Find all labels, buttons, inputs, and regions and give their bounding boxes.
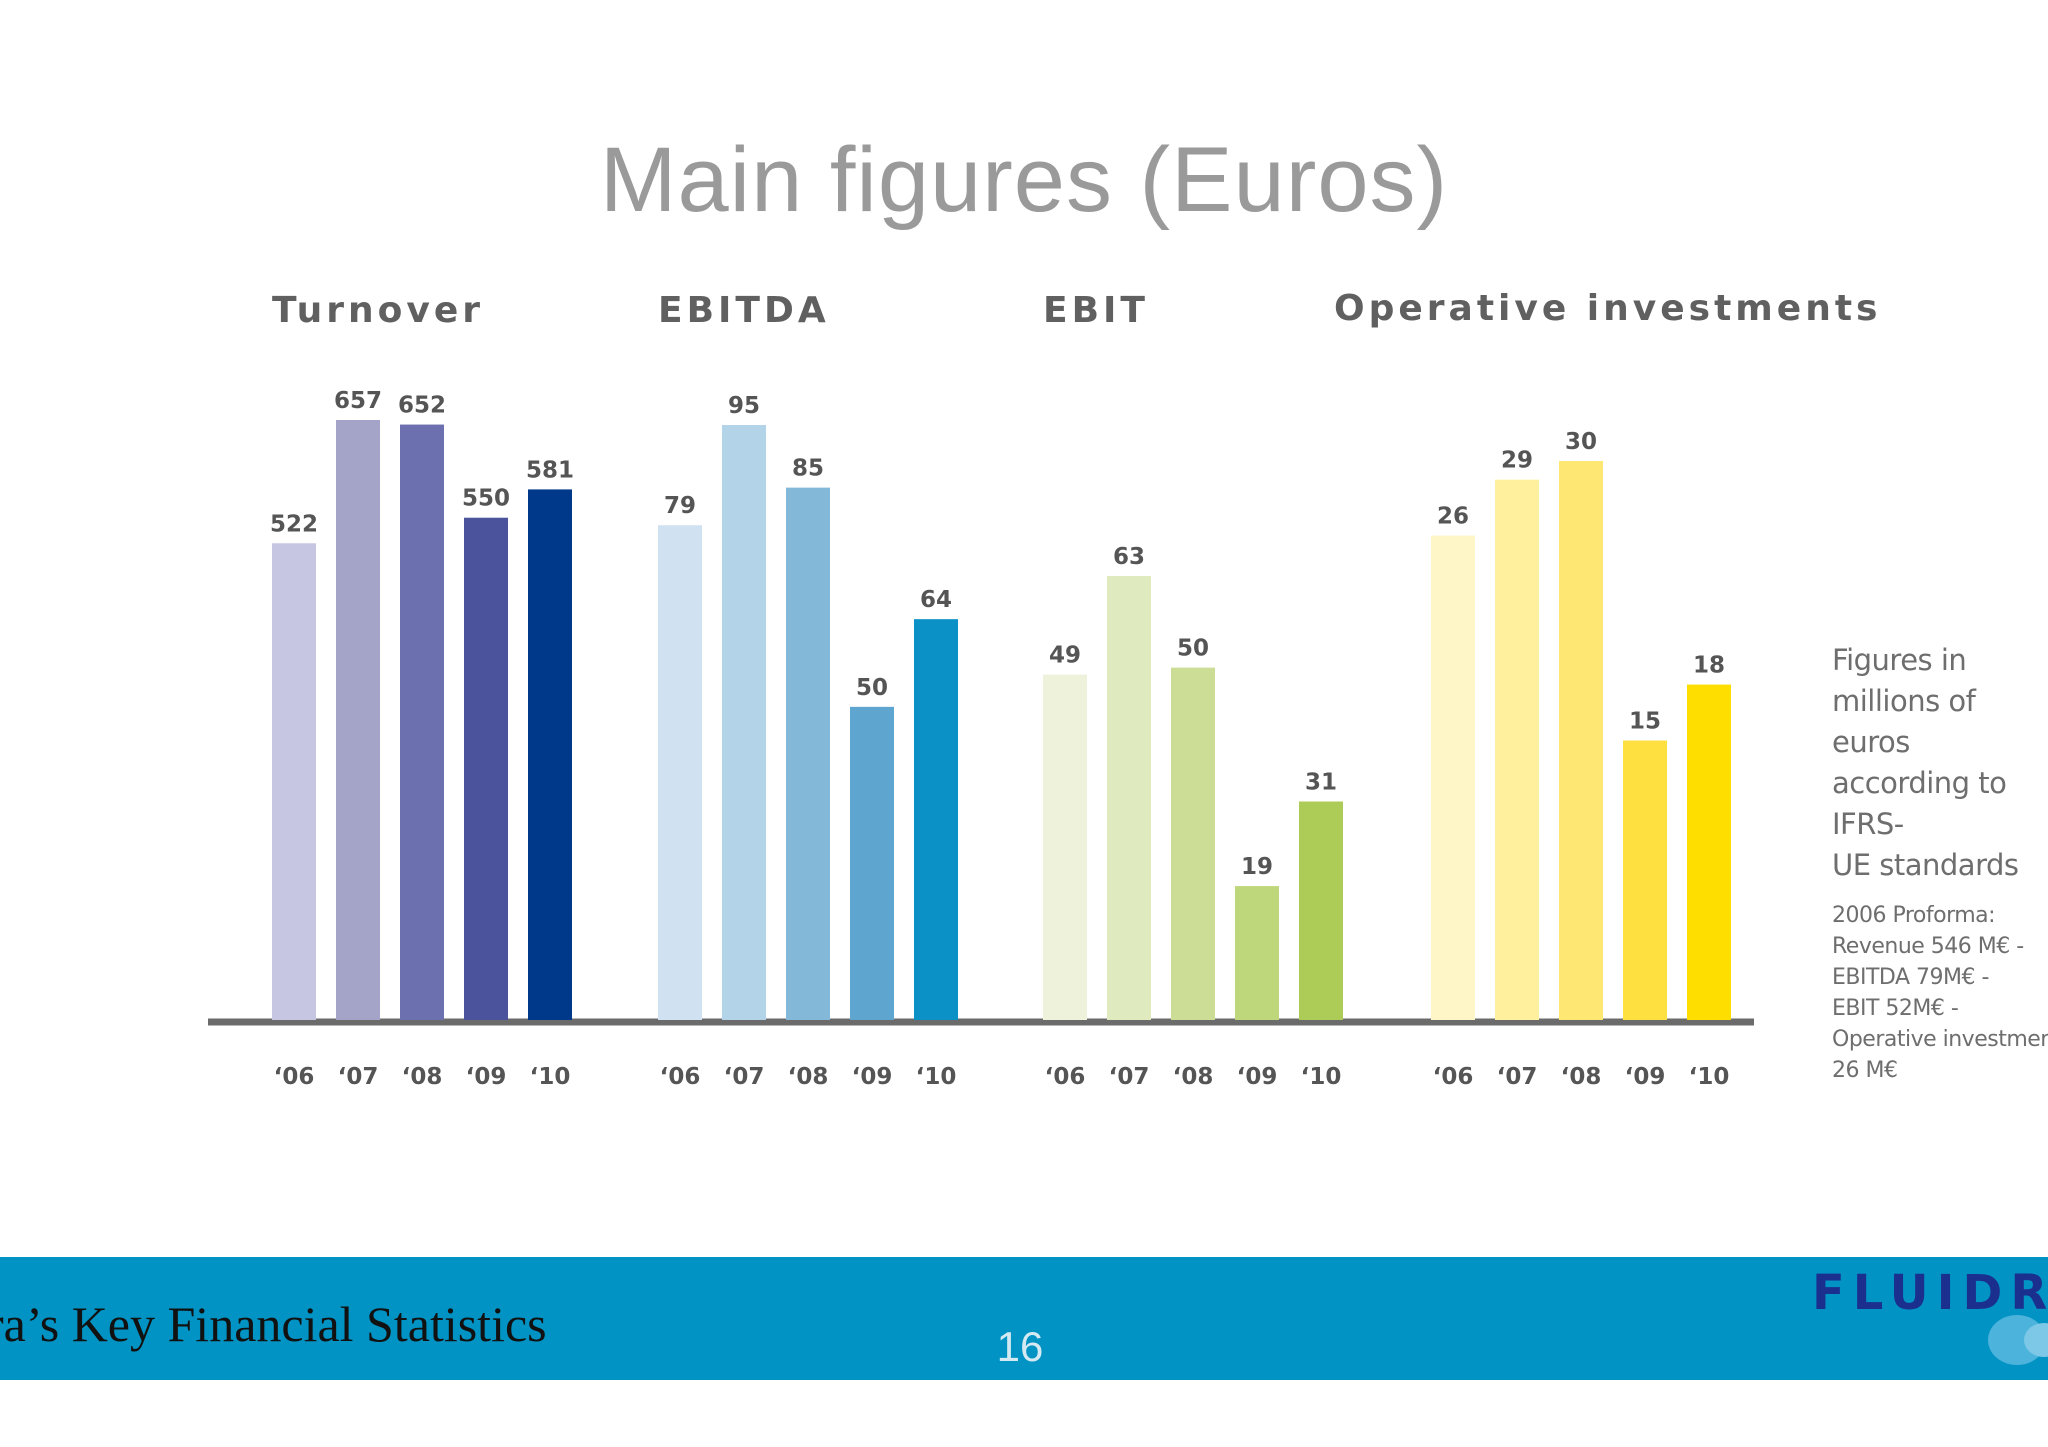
note-main: Figures in millions of euros according t…	[1832, 640, 2048, 886]
bar-value-label: 31	[1305, 770, 1337, 796]
x-tick-label: ‘07	[1109, 1064, 1150, 1090]
note-detail-line: 26 M€	[1832, 1058, 1898, 1083]
bar	[1299, 801, 1343, 1020]
bar-value-label: 657	[334, 388, 382, 414]
x-tick-label: ‘06	[1045, 1064, 1086, 1090]
group-title: Turnover	[272, 290, 484, 331]
bar-value-label: 581	[526, 457, 574, 483]
note-main-line: according to IFRS-	[1832, 766, 2007, 841]
bar-value-label: 522	[270, 511, 318, 537]
note-detail-line: 2006 Proforma:	[1832, 903, 1996, 928]
bar	[1495, 479, 1539, 1021]
note-main-line: UE standards	[1832, 848, 2019, 882]
page-number: 16	[996, 1323, 1044, 1370]
note-main-line: Figures in	[1832, 643, 1967, 677]
x-tick-label: ‘09	[852, 1064, 893, 1090]
bar-value-label: 79	[664, 493, 696, 519]
bar	[464, 517, 508, 1020]
x-tick-label: ‘10	[1689, 1064, 1730, 1090]
x-tick-label: ‘10	[916, 1064, 957, 1090]
bar	[1687, 684, 1731, 1020]
bar-value-label: 50	[1177, 636, 1209, 662]
slide-title: Main figures (Euros)	[599, 129, 1449, 231]
x-tick-label: ‘08	[788, 1064, 829, 1090]
x-tick-label: ‘08	[402, 1064, 443, 1090]
bar	[1235, 886, 1279, 1020]
bar-value-label: 15	[1629, 709, 1661, 735]
group-title: Operative investments	[1334, 288, 1881, 329]
bar-value-label: 95	[728, 393, 760, 419]
bar	[272, 543, 316, 1020]
bar	[400, 424, 444, 1020]
x-tick-label: ‘08	[1561, 1064, 1602, 1090]
note-main-line: millions of euros	[1832, 684, 1976, 759]
bar	[786, 487, 830, 1020]
note-detail-line: EBIT 52M€ -	[1832, 996, 1959, 1021]
x-tick-label: ‘10	[530, 1064, 571, 1090]
bar	[336, 420, 380, 1020]
chart-area: Turnover 522 ‘06 657 ‘07 652 ‘08 550 ‘09 581 ‘10 EB…	[208, 288, 1881, 1090]
bar-value-label: 30	[1565, 429, 1597, 455]
bar-value-label: 49	[1049, 643, 1081, 669]
bar	[1559, 461, 1603, 1020]
bar-value-label: 18	[1693, 653, 1725, 679]
x-tick-label: ‘07	[338, 1064, 379, 1090]
x-tick-label: ‘08	[1173, 1064, 1214, 1090]
x-tick-label: ‘09	[466, 1064, 507, 1090]
note-detail-line: Operative investments	[1832, 1027, 2048, 1052]
x-tick-label: ‘06	[1433, 1064, 1474, 1090]
company-logo: FLUIDR	[1812, 1265, 2048, 1321]
x-tick-label: ‘10	[1301, 1064, 1342, 1090]
footer-band: dra’s Key Financial Statistics 16 FLUIDR	[0, 1257, 2048, 1380]
bar	[1171, 667, 1215, 1020]
note-detail-line: Revenue 546 M€ -	[1832, 934, 2024, 959]
group-title: EBIT	[1043, 290, 1149, 331]
bar-value-label: 63	[1113, 544, 1145, 570]
group-title: EBITDA	[658, 290, 830, 331]
bar-value-label: 26	[1437, 504, 1469, 530]
bar-value-label: 64	[920, 587, 952, 613]
bar	[658, 525, 702, 1020]
bar-value-label: 85	[792, 456, 824, 482]
x-tick-label: ‘07	[724, 1064, 765, 1090]
x-tick-label: ‘06	[274, 1064, 315, 1090]
bar-value-label: 652	[398, 393, 446, 419]
bar	[914, 619, 958, 1020]
bar	[1107, 576, 1151, 1020]
note-detail: 2006 Proforma: Revenue 546 M€ - EBITDA 7…	[1832, 900, 2048, 1086]
bar-value-label: 29	[1501, 448, 1533, 474]
figures-note: Figures in millions of euros according t…	[1832, 640, 2048, 1086]
x-tick-label: ‘09	[1237, 1064, 1278, 1090]
x-tick-label: ‘06	[660, 1064, 701, 1090]
bar-value-label: 50	[856, 675, 888, 701]
x-tick-label: ‘09	[1625, 1064, 1666, 1090]
bar	[1623, 740, 1667, 1020]
bar	[722, 425, 766, 1020]
note-detail-line: EBITDA 79M€ -	[1832, 965, 1989, 990]
bar	[850, 706, 894, 1020]
x-tick-label: ‘07	[1497, 1064, 1538, 1090]
footer-title: dra’s Key Financial Statistics	[0, 1296, 547, 1352]
bar-value-label: 19	[1241, 854, 1273, 880]
bar	[1431, 535, 1475, 1020]
bar-value-label: 550	[462, 486, 510, 512]
bar	[528, 489, 572, 1021]
bar	[1043, 674, 1087, 1020]
